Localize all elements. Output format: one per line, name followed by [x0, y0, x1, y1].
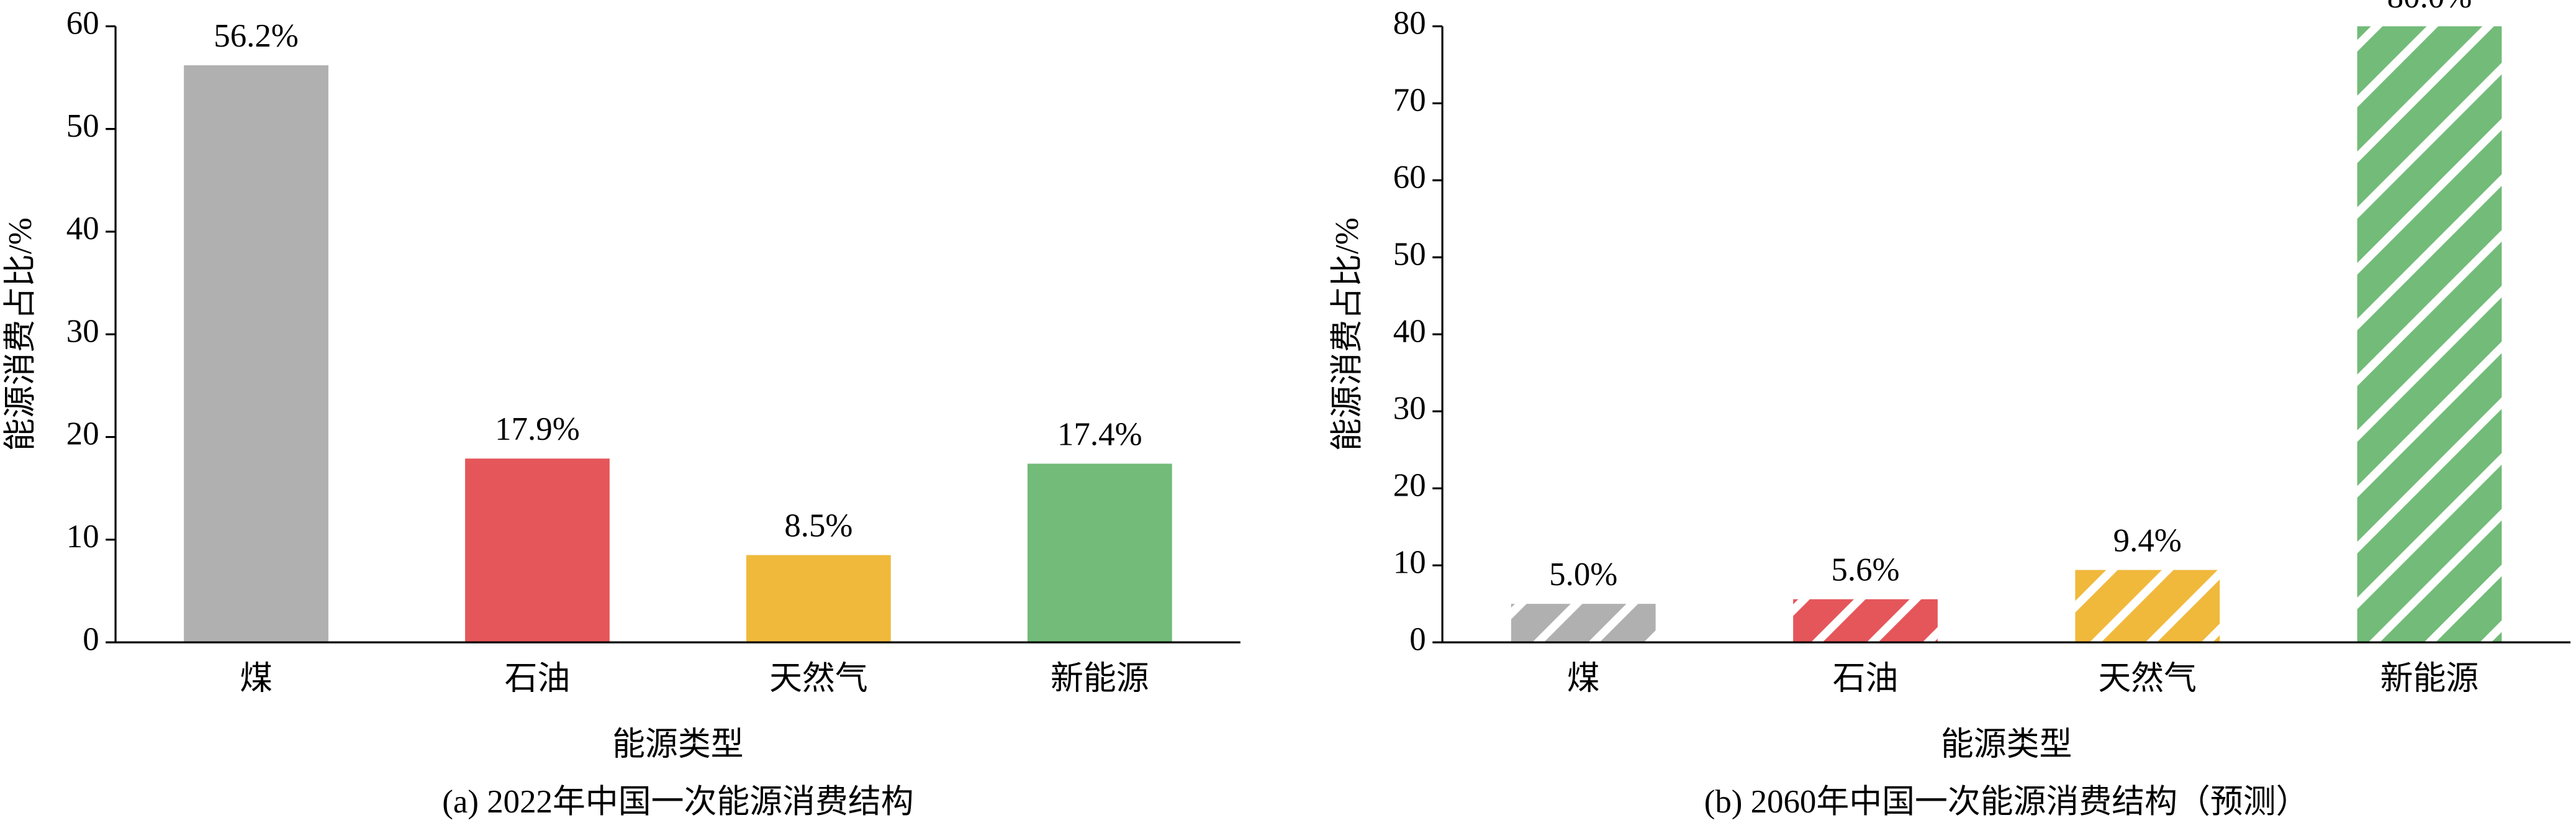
- y-axis-label: 能源消费占比/%: [2, 217, 38, 451]
- y-tick-label: 0: [83, 621, 99, 657]
- bar: [746, 555, 891, 643]
- bar: [184, 65, 328, 643]
- x-axis-label: 能源类型: [1941, 727, 2072, 763]
- chart-caption: (b) 2060年中国一次能源消费结构（预测）: [1704, 784, 2309, 820]
- value-label: 17.4%: [1057, 416, 1142, 452]
- y-tick-label: 20: [1393, 467, 1426, 503]
- x-tick-label: 新能源: [1051, 661, 1149, 697]
- y-tick-label: 50: [1393, 236, 1426, 272]
- x-tick-label: 石油: [1833, 661, 1899, 697]
- y-tick-label: 70: [1393, 82, 1426, 118]
- y-tick-label: 80: [1393, 5, 1426, 41]
- bar: [2357, 26, 2502, 643]
- value-label: 8.5%: [784, 507, 852, 544]
- x-axis-label: 能源类型: [612, 727, 744, 763]
- x-tick-label: 新能源: [2380, 661, 2479, 697]
- bar: [1511, 604, 1656, 643]
- bar: [2075, 570, 2220, 643]
- x-tick-label: 煤: [240, 661, 273, 697]
- x-tick-label: 天然气: [2098, 661, 2197, 697]
- chart-caption: (a) 2022年中国一次能源消费结构: [442, 784, 913, 820]
- x-tick-label: 天然气: [769, 661, 868, 697]
- y-tick-label: 60: [66, 5, 99, 41]
- bar: [465, 458, 610, 643]
- value-label: 56.2%: [214, 18, 299, 54]
- y-tick-label: 0: [1409, 621, 1426, 657]
- bar: [1027, 463, 1172, 643]
- y-tick-label: 50: [66, 108, 99, 144]
- y-tick-label: 40: [1393, 313, 1426, 349]
- value-label: 80.0%: [2387, 0, 2472, 15]
- value-label: 17.9%: [495, 411, 580, 447]
- value-label: 5.0%: [1549, 557, 1617, 593]
- y-tick-label: 20: [66, 416, 99, 452]
- y-tick-label: 40: [66, 211, 99, 247]
- y-axis-label: 能源消费占比/%: [1329, 217, 1365, 451]
- x-tick-label: 石油: [505, 661, 571, 697]
- y-tick-label: 60: [1393, 159, 1426, 195]
- value-label: 9.4%: [2113, 522, 2182, 558]
- y-tick-label: 30: [1393, 390, 1426, 426]
- y-tick-label: 30: [66, 313, 99, 349]
- value-label: 5.6%: [1831, 552, 1899, 588]
- y-tick-label: 10: [66, 519, 99, 555]
- bar: [1793, 599, 1938, 643]
- x-tick-label: 煤: [1567, 661, 1600, 697]
- y-tick-label: 10: [1393, 544, 1426, 580]
